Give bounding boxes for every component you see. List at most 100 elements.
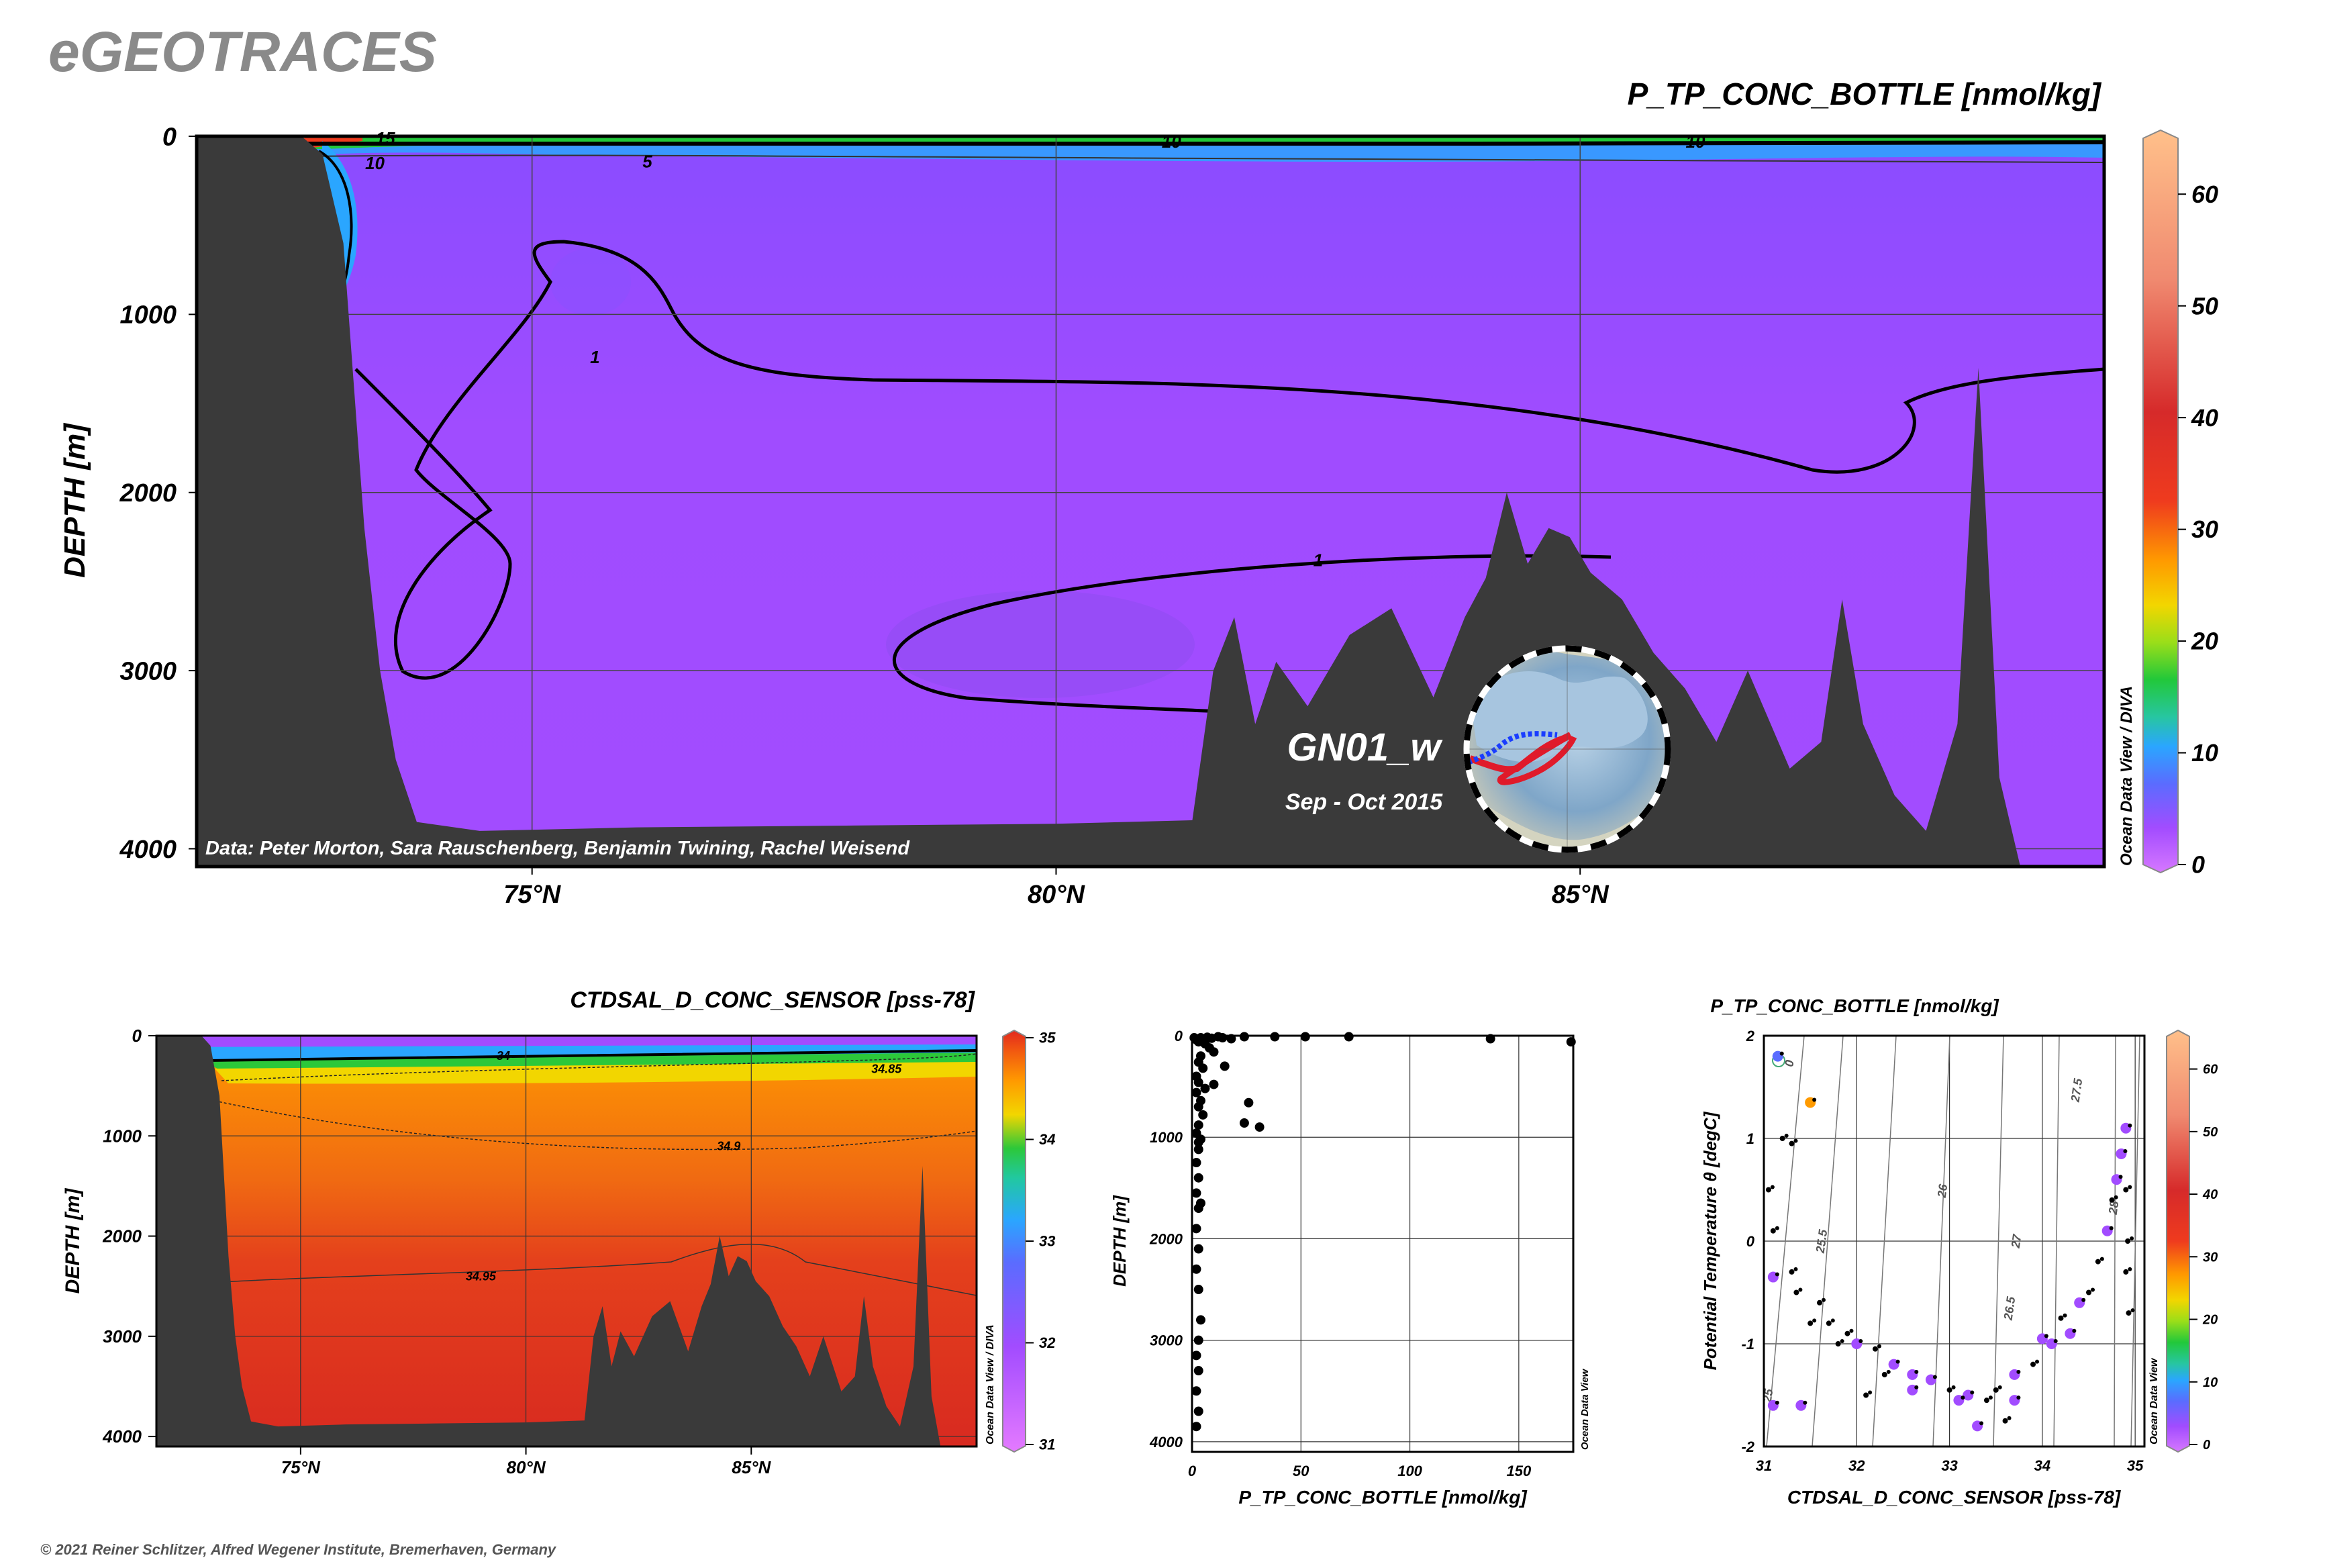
y-tick-label: 2 <box>1746 1028 1755 1044</box>
isopycnal-label: 28 <box>2106 1200 2122 1216</box>
colorbar-tick-label: 20 <box>2191 628 2218 655</box>
ts-diagram-plot: P_TP_CONC_BOTTLE [nmol/kg] 02525.52626.5… <box>1700 995 2218 1508</box>
ts-point <box>2091 1287 2095 1292</box>
main-section-field <box>197 136 2104 867</box>
profile-y-axis: 0 1000 2000 3000 4000 <box>1149 1028 1183 1451</box>
ts-point <box>1770 1228 1776 1234</box>
ts-point <box>1970 1390 1975 1395</box>
salinity-plot-frame <box>155 1034 978 1448</box>
x-tick-label: 75°N <box>503 881 561 909</box>
ts-point <box>1793 1267 1798 1271</box>
isopycnal-line <box>1766 1035 1805 1447</box>
ts-colorbar: 0 10 20 30 40 50 60 Ocean Data View <box>2148 1029 2218 1453</box>
x-tick-label: 80°N <box>507 1457 546 1477</box>
main-x-axis: 75°N 80°N 85°N <box>503 867 1610 909</box>
salinity-x-axis: 75°N 80°N 85°N <box>281 1447 772 1477</box>
colorbar-tick-label: 60 <box>2191 181 2218 208</box>
y-tick-label: 0 <box>1175 1028 1183 1044</box>
ts-point <box>1784 1134 1789 1138</box>
salinity-colorbar-ticks: 31 32 33 34 35 <box>1026 1030 1056 1453</box>
ts-point <box>2053 1339 2058 1343</box>
copyright: © 2021 Reiner Schlitzer, Alfred Wegener … <box>40 1541 557 1558</box>
profile-point <box>1193 1144 1203 1155</box>
ts-colorbar-ticks: 0 10 20 30 40 50 60 <box>2189 1063 2218 1453</box>
ts-point <box>1946 1387 1952 1393</box>
isopycnal-line <box>1872 1035 1897 1447</box>
profile-point <box>1191 1386 1201 1396</box>
salinity-section-plot: CTDSAL_D_CONC_SENSOR [pss-78] 34 34.85 34.… <box>62 987 1056 1477</box>
contour-label: 10 <box>365 153 385 173</box>
profile-point <box>1193 1406 1203 1416</box>
ts-point <box>1840 1339 1844 1343</box>
y-tick-label: 3000 <box>119 657 177 685</box>
colorbar-tick-label: 60 <box>2203 1063 2218 1077</box>
ts-point <box>1835 1341 1841 1346</box>
ts-point <box>1793 1289 1799 1295</box>
ts-chart-title: P_TP_CONC_BOTTLE [nmol/kg] <box>1710 995 1999 1016</box>
profile-point <box>1193 1335 1203 1345</box>
ts-point <box>2016 1369 2021 1374</box>
ts-point <box>1886 1369 1891 1374</box>
contour-34-85 <box>221 1053 977 1081</box>
x-tick-label: 31 <box>1756 1457 1772 1474</box>
y-tick-label: 1000 <box>103 1126 142 1146</box>
y-tick-label: 1000 <box>1150 1129 1183 1146</box>
profile-point <box>1254 1122 1265 1132</box>
ts-point <box>1789 1140 1795 1146</box>
ts-x-axis: 31 32 33 34 35 <box>1756 1457 2144 1474</box>
salinity-colorbar-ramp <box>1002 1029 1026 1453</box>
ts-point <box>2109 1226 2114 1230</box>
colorbar-tick-label: 0 <box>2203 1438 2210 1453</box>
contour-label: 34 <box>497 1049 510 1063</box>
contour-34-95 <box>221 1243 977 1296</box>
y-tick-label: 0 <box>132 1026 142 1046</box>
colorbar-tick-label: 30 <box>2191 516 2218 543</box>
ts-point <box>1983 1398 1989 1404</box>
contour-5 <box>201 154 2104 163</box>
ts-point <box>2123 1269 2129 1275</box>
colorbar-tick-label: 40 <box>2191 404 2218 432</box>
ts-point <box>1789 1269 1795 1275</box>
ts-colorbar-label: Ocean Data View <box>2148 1357 2160 1444</box>
profile-point <box>1193 1366 1203 1376</box>
sal-surface-yellow <box>215 1062 977 1084</box>
ts-point <box>1993 1387 1999 1393</box>
contour-34 <box>207 1049 977 1062</box>
isopycnal-line <box>2114 1035 2116 1447</box>
contour-label: 34.9 <box>717 1139 740 1153</box>
main-chart-title: P_TP_CONC_BOTTLE [nmol/kg] <box>1628 77 2102 111</box>
colorbar-tick-label: 33 <box>1039 1233 1055 1250</box>
profile-y-label: DEPTH [m] <box>1109 1195 1130 1287</box>
contour-10-surface <box>201 140 2104 146</box>
ts-point <box>2016 1395 2021 1400</box>
ts-x-label: CTDSAL_D_CONC_SENSOR [pss-78] <box>1787 1487 2122 1508</box>
ts-point <box>1877 1344 1881 1349</box>
upper-purple-patch <box>550 248 631 315</box>
map-track-red-loop <box>1497 732 1577 785</box>
ts-point <box>2072 1328 2077 1333</box>
profile-point <box>1209 1047 1219 1057</box>
x-tick-label: 150 <box>1506 1463 1531 1479</box>
isopycnal-line <box>2130 1035 2140 1447</box>
profile-point <box>1193 1077 1203 1087</box>
ts-point <box>2095 1259 2101 1265</box>
profile-point <box>1191 1422 1201 1432</box>
ts-isopycnals <box>1766 1035 2140 1447</box>
profile-point <box>1195 1315 1205 1325</box>
ts-point <box>1914 1385 1919 1389</box>
ts-point <box>2130 1308 2135 1313</box>
profile-point <box>1191 1087 1201 1097</box>
y-tick-label: 3000 <box>103 1326 142 1346</box>
ts-point <box>1988 1395 1993 1400</box>
colorbar-tick-label: 30 <box>2203 1250 2218 1265</box>
contour-label: 1 <box>590 347 599 367</box>
main-y-label: DEPTH [m] <box>58 423 91 578</box>
isopycnal-label: 26 <box>1935 1183 1950 1199</box>
salinity-y-axis: 0 1000 2000 3000 4000 <box>102 1026 156 1447</box>
ts-point <box>2123 1148 2128 1153</box>
y-tick-label: 1000 <box>119 301 177 330</box>
ts-point <box>1859 1339 1863 1343</box>
y-tick-label: 4000 <box>1149 1434 1183 1451</box>
